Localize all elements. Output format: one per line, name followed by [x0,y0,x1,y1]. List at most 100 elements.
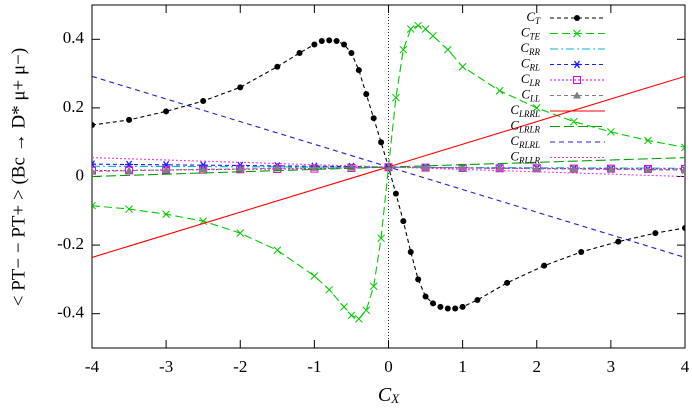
legend-label: CT [526,9,541,26]
x-tick-label: 0 [384,357,393,376]
marker [236,164,245,172]
marker [474,296,481,303]
marker [369,282,378,291]
legend-label: CLR [521,71,541,88]
y-tick-label: -0.4 [57,303,84,322]
marker [681,143,685,152]
marker [681,164,685,173]
marker [163,108,170,115]
marker [495,164,504,172]
x-tick-label: 2 [533,357,542,376]
legend-label: CRR [520,40,540,57]
marker [355,67,362,74]
marker [392,190,399,197]
x-tick-label: 3 [607,357,616,376]
marker [569,117,578,126]
marker [363,91,370,98]
marker [504,279,511,286]
x-tick-label: 4 [681,357,690,376]
marker [429,32,437,40]
marker [92,167,96,175]
marker [326,37,333,44]
marker [126,116,133,123]
x-axis-label: CX [378,384,400,406]
legend-label: CRLRL [510,133,540,150]
marker [199,161,208,170]
marker [607,128,615,136]
series-line [92,24,685,320]
marker [296,50,303,57]
marker [370,115,377,122]
marker [452,305,459,312]
marker [311,41,318,48]
marker [348,50,355,57]
marker [237,84,244,91]
marker [606,165,615,173]
x-tick-label: -2 [233,357,247,376]
marker [652,230,659,237]
marker [273,246,282,255]
y-tick-label: 0.2 [63,97,84,116]
marker [274,63,281,70]
marker [310,272,319,280]
marker [273,164,282,172]
marker [682,224,685,231]
marker [541,262,548,269]
marker [199,217,208,225]
series-line [92,157,685,178]
marker [125,205,133,213]
legend-marker [573,60,581,69]
marker [362,306,371,315]
x-tick-label: -1 [307,357,321,376]
marker [325,285,334,294]
marker [92,166,96,175]
legend-label: CTE [521,24,541,41]
marker [200,98,207,105]
legend-marker [573,91,581,99]
marker [392,93,400,102]
marker [437,303,444,310]
legend-marker [574,15,580,21]
marker [569,164,578,172]
legend-marker [573,29,581,38]
x-tick-label: -4 [85,357,100,376]
marker [615,238,622,245]
marker [162,210,170,219]
marker [459,303,466,310]
marker [421,25,430,33]
marker [236,229,245,237]
marker [347,311,356,320]
marker [415,276,422,283]
marker [429,300,436,307]
marker [421,163,430,171]
legend-label: CLRRL [510,102,540,119]
series-line [92,165,685,169]
marker [406,25,415,33]
legend-label: CRLLR [510,148,540,165]
y-tick-label: 0.4 [63,28,85,47]
y-axis-label: < PT− − PT+ > (Bc → D* μ+ μ−) [8,48,29,306]
marker [162,160,171,169]
legend-label: CLL [521,86,540,103]
marker [318,38,325,45]
marker [340,302,348,311]
marker [399,45,408,54]
marker [578,248,585,255]
x-tick-label: 1 [458,357,467,376]
marker [378,139,385,146]
marker [92,201,96,210]
marker [681,165,685,173]
marker [92,160,96,169]
marker [400,218,407,225]
y-tick-label: -0.2 [57,234,84,253]
marker [377,234,385,243]
marker [341,41,348,48]
legend-label: CRL [521,55,540,72]
marker [495,86,504,95]
marker [333,38,340,45]
marker [458,62,467,71]
y-tick-label: 0 [76,165,85,184]
marker [414,21,423,30]
marker [354,314,363,323]
marker [407,248,414,255]
